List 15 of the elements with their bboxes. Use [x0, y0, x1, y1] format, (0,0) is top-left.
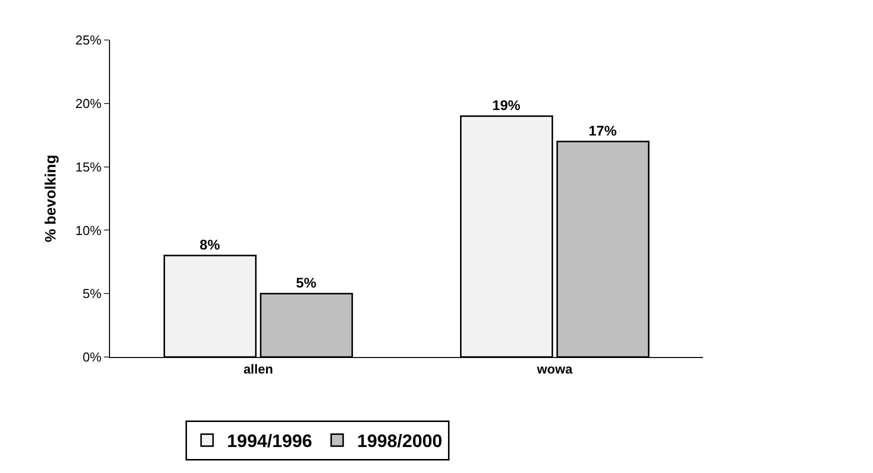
legend-label: 1994/1996	[227, 431, 312, 452]
x-tick-label: wowa	[536, 362, 574, 377]
data-label: 5%	[296, 274, 317, 291]
legend-label: 1998/2000	[357, 431, 442, 452]
y-tick-label: 25%	[75, 32, 102, 48]
y-tick-label: 0%	[82, 350, 102, 365]
data-label: 17%	[588, 122, 618, 138]
x-tick-label: allen	[243, 362, 274, 377]
y-tick-label: 10%	[75, 222, 102, 238]
y-tick-label: 20%	[75, 96, 102, 111]
y-axis-title: % bevolking	[42, 154, 60, 242]
data-label: 19%	[492, 97, 521, 114]
y-tick-label: 5%	[82, 286, 102, 302]
data-label: 8%	[200, 236, 220, 253]
y-tick-label: 15%	[75, 159, 102, 174]
